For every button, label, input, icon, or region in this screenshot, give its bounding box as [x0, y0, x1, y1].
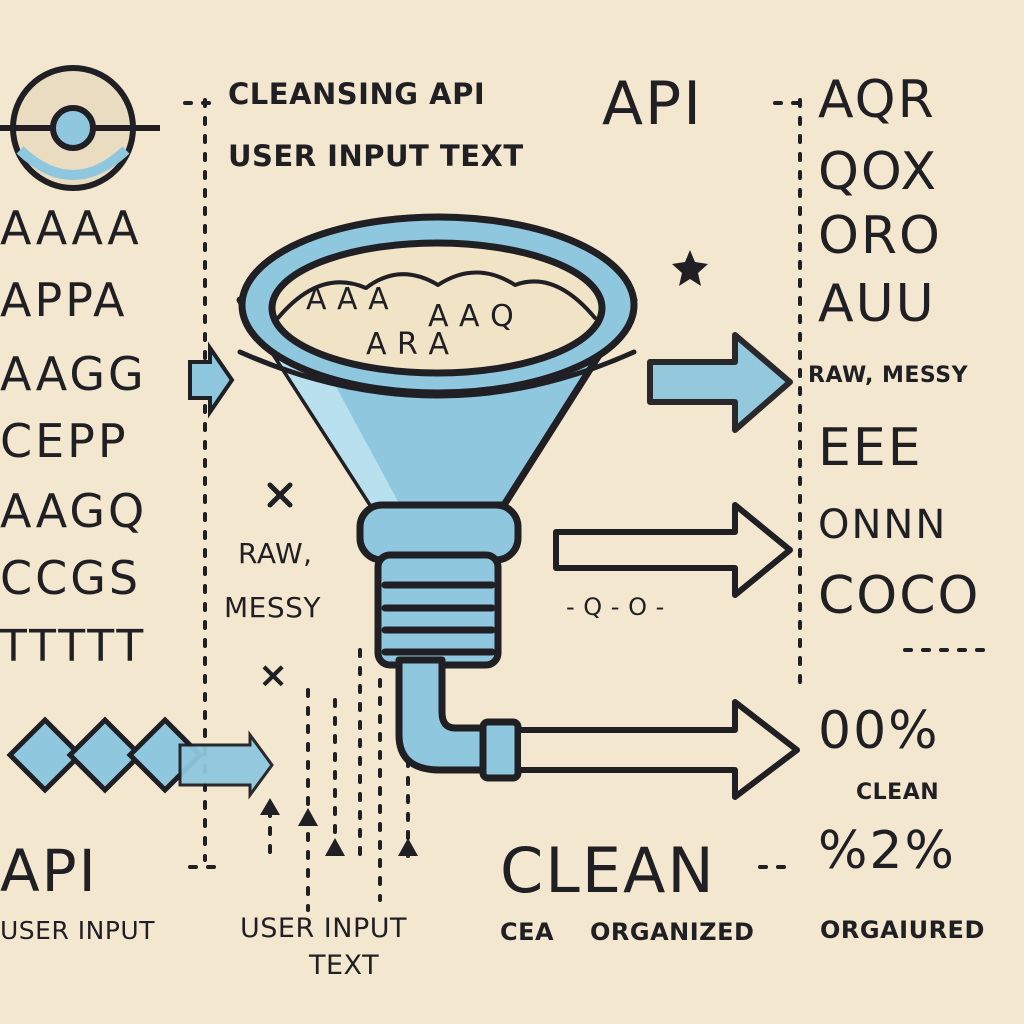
right-arrows	[515, 332, 800, 800]
left-arrow-icon	[188, 341, 235, 419]
right-row-6: ONNN	[818, 502, 948, 548]
api-label-top: API	[602, 69, 703, 139]
user-input-center: USER INPUT	[240, 913, 407, 944]
x-mark-icon	[267, 482, 293, 508]
clean-right-label: CLEAN	[856, 780, 940, 805]
dotted-connectors	[183, 98, 992, 912]
qo-label: - Q - O -	[566, 593, 665, 621]
arrow-to-qo	[553, 502, 793, 598]
cea-label: CEA	[500, 918, 555, 946]
right-row-5: EEE	[818, 418, 923, 478]
api-label-bottom: API	[0, 837, 98, 905]
left-row-2: APPA	[0, 273, 128, 327]
funnel-content-3: A R A	[366, 327, 450, 362]
title-line-1: CLEANSING API	[228, 77, 486, 111]
left-row-4: CEPP	[0, 414, 129, 468]
funnel-icon	[236, 213, 638, 782]
diamond-icons	[6, 716, 204, 794]
right-row-3: ORO	[818, 206, 942, 266]
raw-label-center: RAW,	[238, 537, 313, 570]
raw-messy-right-label: RAW, MESSY	[808, 363, 969, 388]
arrow-to-raw-messy	[647, 332, 793, 433]
organized-right-label: ORGAIURED	[820, 916, 985, 944]
funnel-content-2: A A Q	[428, 299, 515, 334]
percent-bottom: %2%	[818, 821, 956, 881]
left-row-5: AAGQ	[0, 484, 148, 538]
user-input-left: USER INPUT	[0, 916, 155, 945]
right-row-1: AQR	[818, 70, 936, 130]
title-line-2: USER INPUT TEXT	[228, 139, 524, 173]
messy-label-center: MESSY	[224, 591, 321, 624]
left-row-7: TTTTT	[0, 621, 147, 672]
clean-big-label: CLEAN	[500, 834, 716, 907]
right-row-4: AUU	[818, 274, 936, 334]
arrow-clean-output	[515, 699, 800, 800]
left-row-1: AAAA	[0, 201, 142, 255]
percent-top: 00%	[818, 701, 940, 761]
diamond-arrow-icon	[178, 730, 274, 800]
funnel-content-1: A A A	[306, 282, 390, 317]
left-row-6: CCGS	[0, 551, 142, 605]
right-row-7: COCO	[818, 566, 981, 626]
right-row-2: QOX	[818, 142, 939, 202]
text-label-center: TEXT	[309, 950, 380, 981]
star-icon	[672, 250, 708, 286]
upward-arrow-icons	[260, 798, 418, 856]
filter-node-icon	[0, 65, 160, 191]
organized-center-label: ORGANIZED	[590, 918, 755, 946]
x-mark-label: ×	[258, 655, 289, 696]
left-row-3: AAGG	[0, 347, 147, 401]
